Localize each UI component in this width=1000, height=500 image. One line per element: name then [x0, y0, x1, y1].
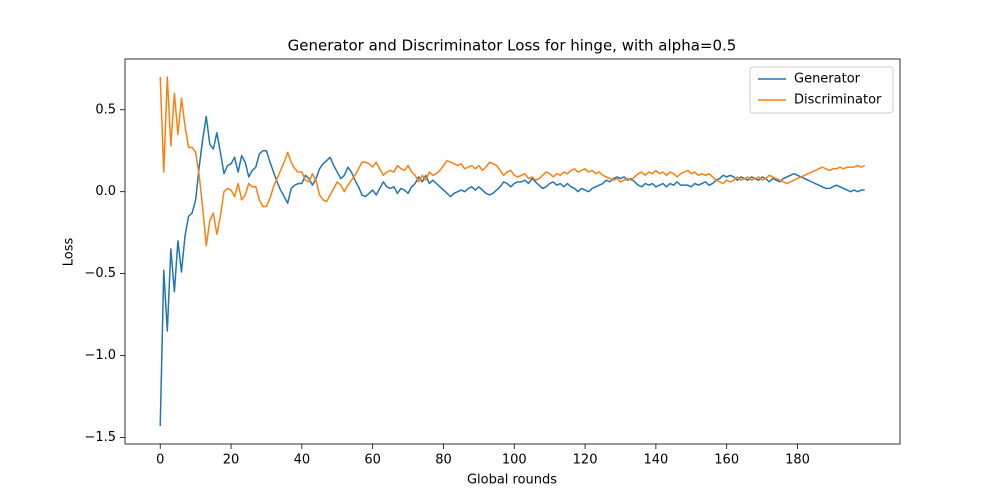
legend-label: Generator	[794, 72, 861, 87]
y-tick-label: −0.5	[84, 266, 116, 281]
x-tick-label: 20	[223, 453, 240, 468]
y-tick-label: 0.0	[95, 184, 116, 199]
x-tick-label: 100	[502, 453, 527, 468]
x-tick-label: 40	[294, 453, 311, 468]
line-series	[159, 76, 866, 247]
x-tick-label: 180	[785, 453, 810, 468]
legend-label: Discriminator	[794, 93, 882, 108]
y-tick-label: −1.0	[84, 348, 116, 363]
y-axis-label: Loss	[62, 238, 77, 267]
y-tick-label: 0.5	[95, 102, 116, 117]
x-tick-label: 140	[643, 453, 668, 468]
x-tick-label: 120	[573, 453, 598, 468]
x-tick-label: 80	[435, 453, 452, 468]
x-tick-label: 160	[714, 453, 739, 468]
x-tick-label: 0	[156, 453, 164, 468]
x-axis-label: Global rounds	[467, 473, 557, 488]
x-tick-label: 60	[364, 453, 381, 468]
plot-frame	[124, 58, 901, 445]
chart-title: Generator and Discriminator Loss for hin…	[288, 37, 737, 55]
line-series	[159, 115, 865, 426]
y-tick-label: −1.5	[84, 430, 116, 445]
